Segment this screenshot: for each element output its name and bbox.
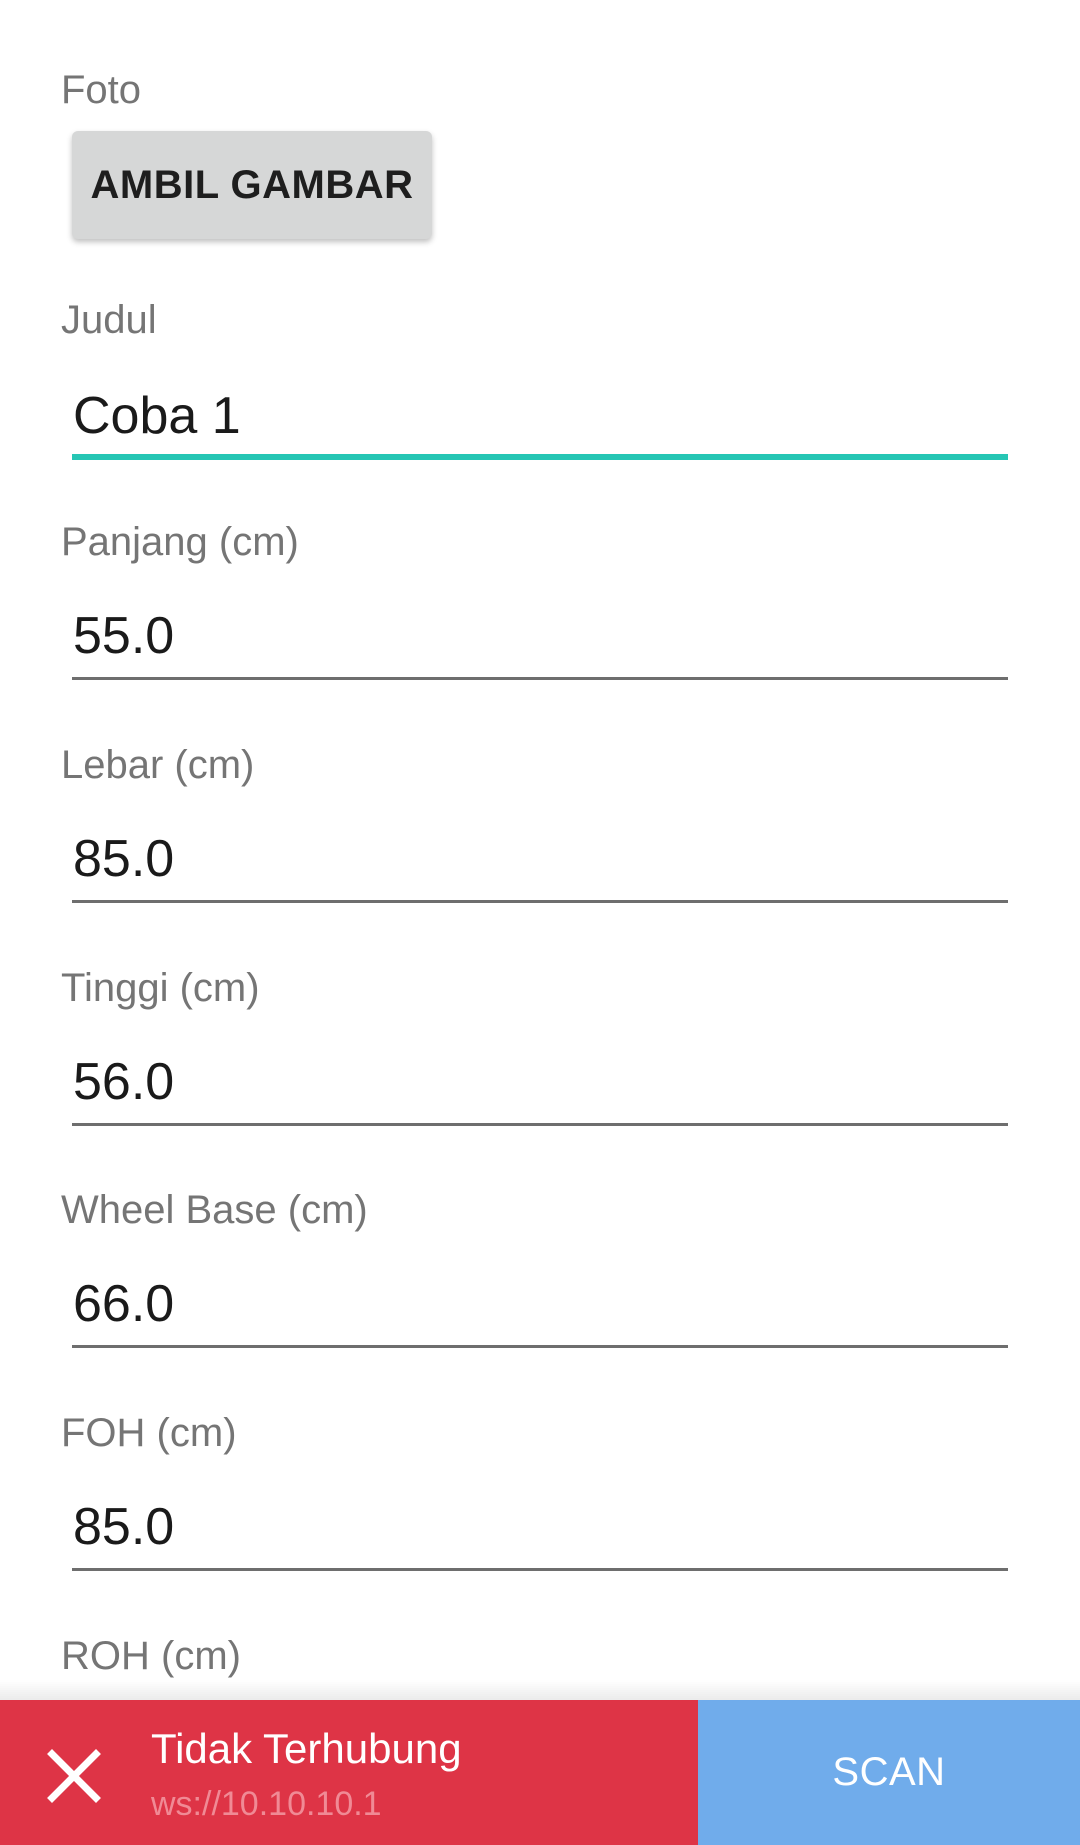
photo-label: Foto (61, 68, 142, 112)
height-input[interactable]: 56.0 (72, 1036, 1008, 1126)
foh-label: FOH (cm) (61, 1411, 237, 1455)
height-input-underline (72, 1123, 1008, 1126)
width-input-underline (72, 900, 1008, 903)
title-label: Judul (61, 298, 157, 342)
bottom-bar: Tidak Terhubung ws://10.10.10.1 SCAN (0, 1700, 1080, 1845)
take-photo-button[interactable]: AMBIL GAMBAR (72, 131, 432, 239)
connection-address-text: ws://10.10.10.1 (151, 1785, 382, 1823)
length-input[interactable]: 55.0 (72, 590, 1008, 680)
connection-status-panel: Tidak Terhubung ws://10.10.10.1 (0, 1700, 698, 1845)
connection-status-text: Tidak Terhubung (151, 1725, 462, 1772)
vehicle-form: Foto AMBIL GAMBAR Judul Coba 1 Panjang (… (61, 68, 1008, 1678)
length-label: Panjang (cm) (61, 520, 299, 564)
length-input-underline (72, 677, 1008, 680)
bottom-bar-shadow (0, 1680, 1080, 1700)
foh-input-underline (72, 1568, 1008, 1571)
width-input[interactable]: 85.0 (72, 813, 1008, 903)
foh-input-value: 85.0 (73, 1498, 175, 1556)
height-input-value: 56.0 (73, 1053, 175, 1111)
title-input[interactable]: Coba 1 (72, 370, 1008, 460)
wheel-base-input-underline (72, 1345, 1008, 1348)
length-input-value: 55.0 (73, 607, 175, 665)
height-label: Tinggi (cm) (61, 966, 260, 1010)
width-input-value: 85.0 (73, 830, 175, 888)
wheel-base-input[interactable]: 66.0 (72, 1258, 1008, 1348)
wheel-base-input-value: 66.0 (73, 1275, 175, 1333)
wheel-base-label: Wheel Base (cm) (61, 1188, 368, 1232)
title-input-underline (72, 454, 1008, 460)
foh-input[interactable]: 85.0 (72, 1481, 1008, 1571)
scan-button[interactable]: SCAN (698, 1700, 1080, 1845)
title-input-value: Coba 1 (73, 387, 241, 445)
close-icon[interactable] (46, 1748, 102, 1804)
width-label: Lebar (cm) (61, 743, 255, 787)
roh-label: ROH (cm) (61, 1634, 241, 1678)
